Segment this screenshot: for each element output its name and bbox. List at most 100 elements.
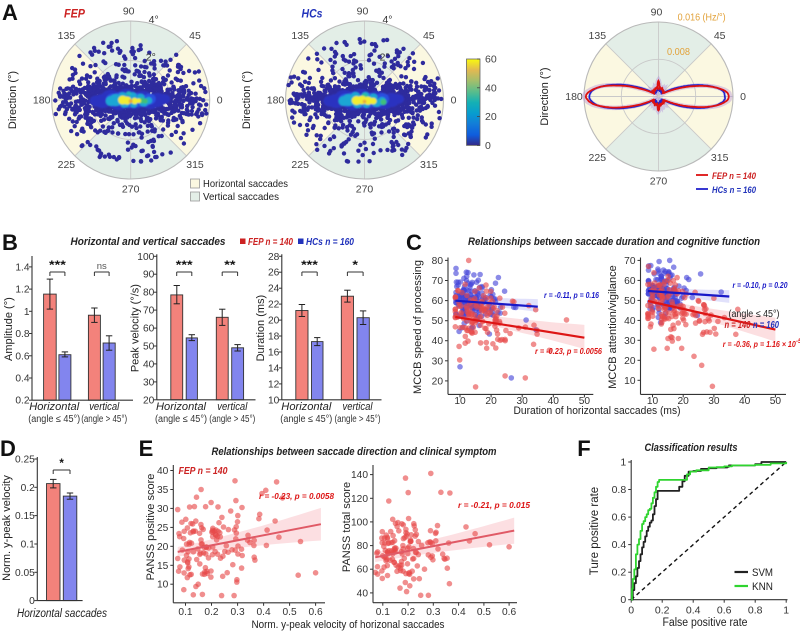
svg-text:vertical: vertical (343, 401, 373, 413)
svg-text:0.6: 0.6 (717, 605, 732, 617)
svg-text:270: 270 (122, 184, 140, 196)
svg-text:0.5: 0.5 (283, 607, 297, 618)
svg-text:r = -0.23, p = 0.0056: r = -0.23, p = 0.0056 (535, 347, 602, 356)
svg-text:70: 70 (143, 306, 155, 317)
svg-text:30: 30 (708, 396, 720, 407)
svg-text:90: 90 (357, 6, 369, 18)
svg-text:Horizontal saccades: Horizontal saccades (203, 178, 288, 190)
svg-text:50: 50 (624, 296, 636, 307)
svg-text:A: A (2, 0, 18, 25)
svg-text:0: 0 (628, 605, 634, 617)
svg-text:Horizontal: Horizontal (281, 401, 332, 413)
svg-text:90: 90 (123, 6, 135, 18)
svg-text:10: 10 (647, 396, 659, 407)
svg-text:Duration (ms): Duration (ms) (255, 295, 267, 362)
svg-text:20: 20 (432, 376, 444, 387)
svg-text:0.6: 0.6 (612, 512, 627, 524)
svg-text:16: 16 (268, 348, 280, 359)
svg-text:40: 40 (548, 396, 560, 407)
svg-text:0.4: 0.4 (686, 605, 701, 617)
svg-text:4°: 4° (382, 14, 392, 26)
svg-text:0.4: 0.4 (257, 607, 271, 618)
svg-text:40: 40 (624, 316, 636, 327)
svg-text:Duration of horizontal saccade: Duration of horizontal saccades (ms) (514, 405, 681, 417)
svg-text:Peak velocity (°/s): Peak velocity (°/s) (130, 284, 142, 372)
svg-text:1: 1 (24, 307, 30, 318)
svg-text:40: 40 (432, 336, 444, 347)
svg-text:40: 40 (357, 588, 369, 599)
svg-text:10: 10 (268, 395, 280, 406)
svg-text:45: 45 (714, 30, 726, 42)
svg-text:270: 270 (650, 176, 668, 188)
svg-text:HCs: HCs (302, 7, 323, 21)
svg-text:*: * (352, 260, 358, 272)
svg-text:Direction (°): Direction (°) (241, 71, 253, 129)
svg-text:Amplitude (°): Amplitude (°) (3, 297, 15, 361)
svg-text:0: 0 (740, 91, 746, 103)
svg-text:270: 270 (356, 184, 374, 196)
svg-text:50: 50 (432, 316, 444, 327)
svg-text:50: 50 (143, 342, 155, 353)
svg-text:135: 135 (589, 30, 607, 42)
svg-text:1.2: 1.2 (15, 285, 29, 296)
svg-text:(angle ≤ 45°): (angle ≤ 45°) (729, 309, 780, 320)
svg-text:90: 90 (651, 7, 663, 19)
svg-text:20: 20 (485, 111, 497, 123)
svg-text:30: 30 (432, 356, 444, 367)
svg-text:20: 20 (268, 316, 280, 327)
svg-text:40: 40 (739, 396, 751, 407)
svg-text:135: 135 (58, 30, 76, 42)
svg-text:Relationships between saccade: Relationships between saccade direction … (212, 446, 497, 458)
svg-text:0.1: 0.1 (376, 607, 390, 618)
svg-text:Horizontal saccades: Horizontal saccades (17, 608, 107, 620)
svg-text:vertical: vertical (217, 401, 247, 413)
svg-text:22: 22 (268, 300, 280, 311)
svg-text:10: 10 (624, 376, 636, 387)
svg-text:80: 80 (143, 288, 155, 299)
svg-text:0.2: 0.2 (612, 567, 627, 579)
svg-text:20: 20 (678, 396, 690, 407)
svg-text:0: 0 (485, 140, 491, 152)
svg-text:0.2: 0.2 (401, 607, 415, 618)
svg-text:120: 120 (351, 494, 368, 505)
svg-text:135: 135 (291, 30, 309, 42)
svg-text:0.6: 0.6 (502, 607, 516, 618)
svg-text:***: *** (49, 260, 66, 272)
svg-text:Classification results: Classification results (645, 442, 738, 454)
svg-text:90: 90 (143, 270, 155, 281)
svg-text:0.4: 0.4 (612, 539, 627, 551)
svg-text:Norm. y-peak velocity: Norm. y-peak velocity (1, 475, 13, 581)
svg-text:0.4: 0.4 (452, 607, 466, 618)
svg-text:15: 15 (157, 561, 169, 572)
svg-text:60: 60 (432, 296, 444, 307)
svg-text:10: 10 (454, 396, 466, 407)
svg-text:0.6: 0.6 (309, 607, 323, 618)
svg-text:***: *** (301, 260, 318, 272)
svg-text:70: 70 (624, 256, 636, 267)
svg-text:20: 20 (143, 395, 155, 406)
svg-text:20: 20 (157, 542, 169, 553)
svg-text:Horizontal and vertical saccad: Horizontal and vertical saccades (71, 236, 226, 248)
svg-text:0.25: 0.25 (15, 455, 35, 466)
svg-text:140: 140 (351, 470, 368, 481)
svg-text:4°: 4° (149, 14, 159, 26)
svg-text:0.008: 0.008 (667, 47, 690, 58)
svg-text:0.1: 0.1 (21, 540, 35, 551)
svg-text:-5: -5 (796, 339, 800, 345)
svg-text:180: 180 (33, 95, 51, 107)
svg-text:50: 50 (579, 396, 591, 407)
svg-text:45: 45 (423, 30, 435, 42)
svg-text:0: 0 (217, 95, 223, 107)
svg-text:0.8: 0.8 (748, 605, 763, 617)
svg-text:0.15: 0.15 (15, 511, 35, 522)
svg-text:0.3: 0.3 (426, 607, 440, 618)
svg-text:vertical: vertical (89, 401, 119, 413)
svg-text:1: 1 (783, 605, 789, 617)
svg-text:0.016 (Hz/°): 0.016 (Hz/°) (678, 13, 726, 24)
svg-text:SVM: SVM (752, 567, 773, 579)
svg-text:Vertical saccades: Vertical saccades (203, 191, 279, 203)
svg-text:1: 1 (620, 457, 626, 469)
svg-text:MCCB speed of processing: MCCB speed of processing (412, 260, 424, 394)
svg-text:30: 30 (624, 336, 636, 347)
svg-text:r = -0.21, p = 0.015: r = -0.21, p = 0.015 (458, 500, 530, 510)
